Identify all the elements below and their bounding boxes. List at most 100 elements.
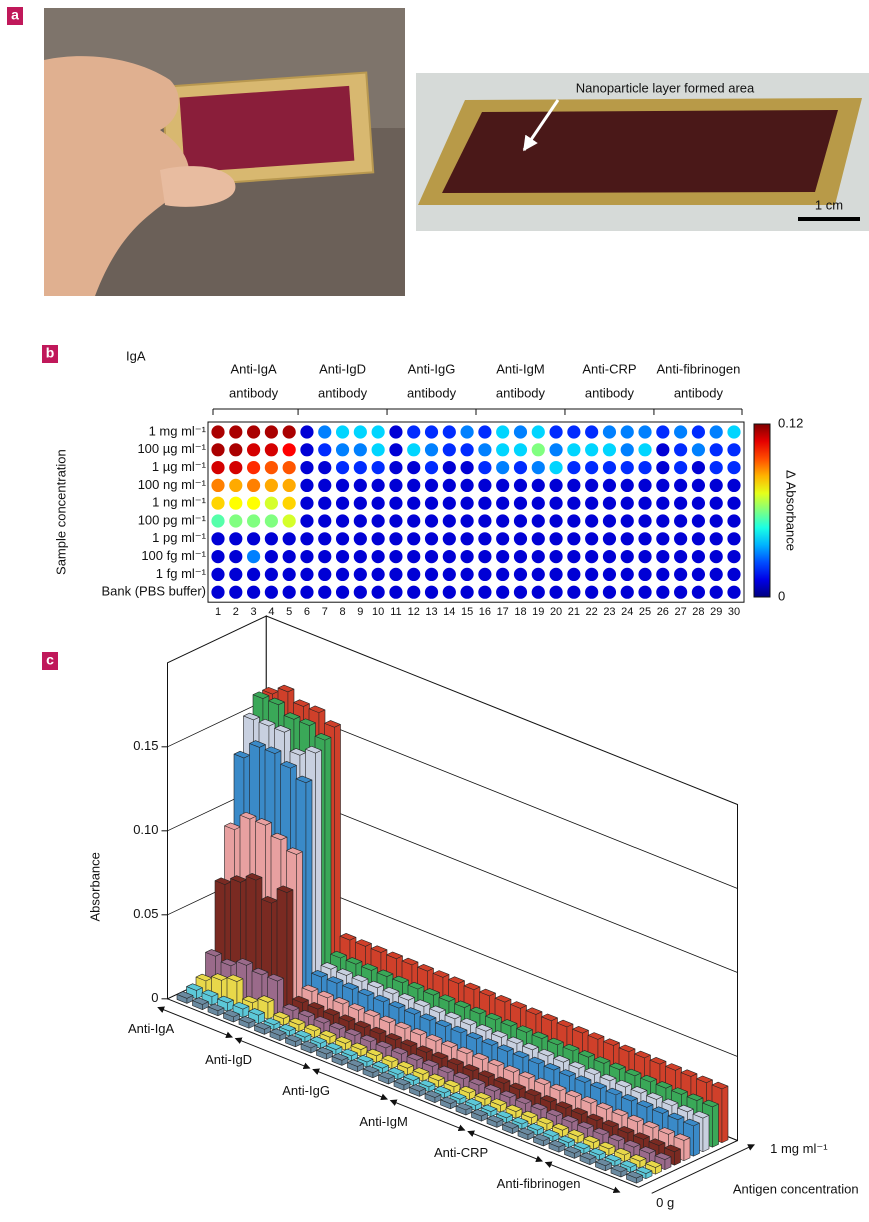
- spot: [548, 495, 565, 512]
- group-arrow: [544, 1161, 621, 1194]
- floor-edge: [167, 998, 639, 1188]
- spot: [601, 530, 618, 547]
- spot: [654, 548, 671, 565]
- spot: [512, 477, 529, 494]
- spot: [583, 548, 600, 565]
- spot: [530, 424, 547, 441]
- spot: [512, 495, 529, 512]
- spot: [298, 548, 315, 565]
- column-label: 28: [692, 606, 704, 618]
- bar: [316, 1047, 333, 1060]
- spot: [352, 441, 369, 458]
- bar: [564, 1146, 581, 1159]
- spot: [387, 477, 404, 494]
- spot: [263, 530, 280, 547]
- spot: [352, 584, 369, 601]
- spot: [227, 566, 244, 583]
- group-label: Anti-fibrinogen: [497, 1176, 581, 1191]
- column-label: 13: [425, 606, 437, 618]
- spot: [334, 495, 351, 512]
- spot: [370, 584, 387, 601]
- spot: [263, 459, 280, 476]
- spot: [334, 566, 351, 583]
- spot: [619, 513, 636, 530]
- spot: [387, 584, 404, 601]
- spot: [370, 477, 387, 494]
- spot: [708, 441, 725, 458]
- column-label: 29: [710, 606, 722, 618]
- row-label: 1 ng ml⁻¹: [152, 495, 206, 510]
- spot: [672, 477, 689, 494]
- row-label: 1 mg ml⁻¹: [149, 423, 207, 438]
- spot: [316, 477, 333, 494]
- bar: [486, 1115, 504, 1128]
- spot: [459, 548, 476, 565]
- spot: [494, 513, 511, 530]
- bar: [393, 1078, 411, 1091]
- spot: [583, 495, 600, 512]
- spot: [370, 441, 387, 458]
- spot: [512, 424, 529, 441]
- spot: [423, 459, 440, 476]
- spot: [708, 424, 725, 441]
- spot: [476, 477, 493, 494]
- column-label: 2: [233, 606, 239, 618]
- spot: [263, 566, 280, 583]
- depth-axis: [651, 1144, 755, 1194]
- group-label: Anti-CRP: [434, 1145, 488, 1160]
- spot: [583, 530, 600, 547]
- spot: [494, 548, 511, 565]
- spot: [654, 441, 671, 458]
- column-label: 25: [639, 606, 651, 618]
- spot: [441, 495, 458, 512]
- spot: [619, 548, 636, 565]
- spot: [512, 566, 529, 583]
- spot: [316, 459, 333, 476]
- spot: [690, 566, 707, 583]
- spot: [476, 424, 493, 441]
- spot: [298, 584, 315, 601]
- bar: [331, 1053, 349, 1066]
- group-arrow: [157, 1006, 233, 1039]
- spot: [476, 459, 493, 476]
- spot: [726, 477, 743, 494]
- spot: [281, 513, 298, 530]
- spot: [281, 566, 298, 583]
- column-label: 22: [586, 606, 598, 618]
- spot: [672, 424, 689, 441]
- spot: [565, 513, 582, 530]
- spot: [281, 548, 298, 565]
- column-label: 27: [674, 606, 686, 618]
- group-label: antibody: [496, 385, 546, 400]
- spot: [619, 424, 636, 441]
- spot: [548, 513, 565, 530]
- spot: [405, 459, 422, 476]
- column-label: 19: [532, 606, 544, 618]
- spot: [672, 566, 689, 583]
- group-label: antibody: [585, 385, 635, 400]
- spot: [298, 459, 315, 476]
- spot: [441, 459, 458, 476]
- spot: [726, 459, 743, 476]
- row-label: 1 µg ml⁻¹: [152, 459, 207, 474]
- spot: [565, 566, 582, 583]
- group-arrow: [312, 1068, 388, 1101]
- spot: [601, 441, 618, 458]
- spot: [583, 513, 600, 530]
- spot: [494, 530, 511, 547]
- spot: [583, 441, 600, 458]
- panel-label-box: [42, 652, 58, 670]
- spot: [690, 424, 707, 441]
- spot: [441, 548, 458, 565]
- spot: [672, 495, 689, 512]
- spot: [654, 584, 671, 601]
- spot: [405, 441, 422, 458]
- spot: [281, 459, 298, 476]
- spot: [690, 513, 707, 530]
- column-label: 10: [372, 606, 384, 618]
- spot: [708, 513, 725, 530]
- depth-tick-label: 1 mg ml⁻¹: [770, 1141, 828, 1156]
- spot: [494, 584, 511, 601]
- colorbar-label: Δ Absorbance: [784, 470, 799, 551]
- spot: [263, 584, 280, 601]
